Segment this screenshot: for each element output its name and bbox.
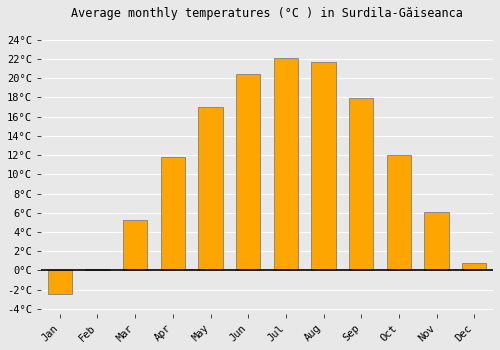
Bar xyxy=(85,268,110,271)
Bar xyxy=(160,157,185,271)
Bar xyxy=(312,62,336,271)
Bar xyxy=(198,107,222,271)
Title: Average monthly temperatures (°C ) in Surdila-Găiseanca: Average monthly temperatures (°C ) in Su… xyxy=(71,7,463,20)
Bar xyxy=(48,271,72,294)
Bar xyxy=(424,212,449,271)
Bar xyxy=(386,155,411,271)
Bar xyxy=(274,58,298,271)
Bar xyxy=(462,263,486,271)
Bar xyxy=(349,98,374,271)
Bar xyxy=(236,74,260,271)
Bar xyxy=(123,220,148,271)
